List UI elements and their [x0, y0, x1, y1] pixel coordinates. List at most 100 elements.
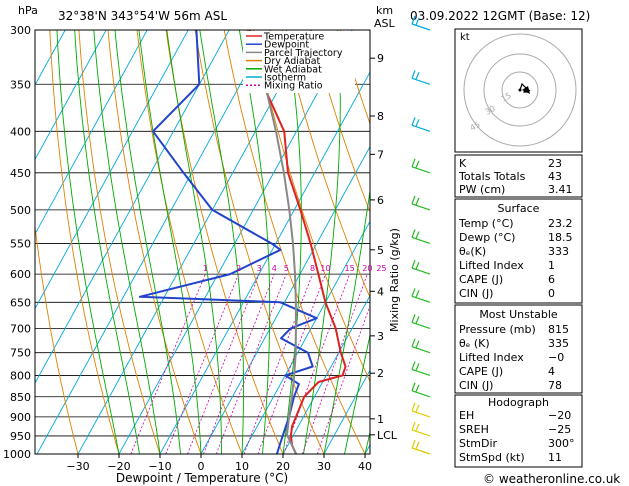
wind-barb-flag-300: [411, 15, 416, 25]
wind-barb-600: [411, 259, 431, 275]
surface-3-value: 1: [548, 259, 555, 272]
unstable-1-label: θₑ (K): [459, 337, 490, 350]
wind-barb-1000: [411, 439, 431, 455]
isotherm-30: [323, 369, 370, 454]
isotherm-0: [200, 145, 370, 454]
hodograph-unit: kt: [460, 32, 470, 43]
unstable-0-label: Pressure (mb): [459, 323, 536, 336]
wind-barb-flag-400: [411, 117, 416, 126]
mixing-ratio-label-10: 10: [320, 264, 330, 273]
wind-barb-flag-700: [411, 314, 416, 323]
dry-adiabat-40: [223, 30, 366, 454]
pressure-tick-label-550: 550: [10, 237, 31, 250]
wind-barb-staff-450: [411, 166, 431, 174]
wind-barb-staff-650: [411, 295, 431, 303]
pressure-tick-label-600: 600: [10, 268, 31, 281]
hodo-1-value: −25: [548, 423, 571, 436]
wind-barb-staff-900: [411, 410, 431, 418]
hodo-3-label: StmSpd (kt): [459, 451, 525, 464]
wind-barb-flag-550: [411, 229, 416, 238]
dry-adiabat-10: [136, 30, 243, 454]
wind-barb-flag2-1000: [415, 441, 420, 450]
wind-barb-staff-850: [411, 390, 431, 398]
legend-label-4: Wet Adiabat: [264, 64, 322, 75]
hodograph-table-title: Hodograph: [488, 396, 549, 409]
legend-label-3: Dry Adiabat: [264, 56, 321, 67]
hodo-2-label: StmDir: [459, 437, 498, 450]
index-0-value: 23: [548, 157, 562, 170]
wet-adiabat-40: [364, 430, 370, 454]
wind-barb-staff-350: [411, 77, 431, 85]
surface-box: [454, 198, 583, 304]
isotherm--50: [35, 30, 230, 385]
wind-barb-750: [411, 338, 431, 354]
wind-barb-900: [411, 402, 431, 418]
km-tick-label-5: 5: [377, 244, 384, 257]
wind-barb-flag-1000: [411, 439, 416, 449]
legend-label-2: Parcel Trajectory: [264, 48, 343, 59]
isotherm--80: [35, 30, 107, 161]
hodograph-ring-15: [501, 71, 539, 109]
wind-barb-flag-600: [411, 259, 416, 269]
hodo-0-value: −20: [548, 409, 571, 422]
temp-tick-label-30: 30: [317, 460, 331, 473]
isotherm--20: [118, 30, 353, 454]
axes: 1 2 3 4 5 8 10 15 20 2530035040045050055060065070…: [3, 24, 398, 473]
unstable-box: [454, 304, 583, 394]
surface-5-label: CIN (J): [459, 287, 493, 300]
surface-3-label: Lifted Index: [459, 259, 524, 272]
wet-adiabat-20: [282, 30, 302, 454]
profile-parcel-trajectory: [246, 30, 298, 454]
mixing-ratio-label-8: 8: [310, 264, 315, 273]
wind-barb-flag-850: [411, 382, 416, 391]
asl-label: ASL: [374, 17, 396, 30]
datetime-label: 03.09.2022 12GMT (Base: 12): [410, 9, 590, 23]
pressure-tick-label-850: 850: [10, 391, 31, 404]
hodograph-ring-30: [483, 53, 557, 127]
mixing-ratio-label-3: 3: [257, 264, 262, 273]
surface-0-label: Temp (°C): [458, 217, 514, 230]
km-tick-label-9: 9: [377, 52, 384, 65]
temp-tick-label-0: 0: [198, 460, 205, 473]
hodograph-ring-45: [463, 33, 577, 147]
km-tick-label-3: 3: [377, 330, 384, 343]
unstable-2-label: Lifted Index: [459, 351, 524, 364]
x-axis-title: Dewpoint / Temperature (°C): [116, 471, 288, 485]
wind-barb-staff-800: [411, 368, 431, 376]
km-tick-label-6: 6: [377, 194, 384, 207]
mixing-ratio-line-10: [257, 273, 326, 454]
wind-barb-300: [411, 15, 431, 31]
unstable-4-label: CIN (J): [459, 379, 493, 392]
temp-tick-label-40: 40: [358, 460, 372, 473]
wind-barb-flag-750: [411, 338, 416, 347]
wet-adiabat--15: [74, 30, 140, 454]
wind-barb-850: [411, 382, 431, 398]
wind-barb-flag-500: [411, 195, 416, 205]
wind-barb-700: [411, 314, 431, 329]
indices-tables: K 23 Totals Totals 43 PW (cm) 3.41 Surface Temp…: [454, 154, 583, 468]
wind-barb-450: [411, 158, 431, 174]
unstable-4-value: 78: [548, 379, 562, 392]
dry-adiabat-50: [252, 30, 370, 383]
mixing-ratio-label-1: 1: [203, 264, 208, 273]
profile-temperature: [248, 30, 347, 454]
surface-5-value: 0: [548, 287, 555, 300]
hodo-1-label: SREH: [459, 423, 489, 436]
mixing-ratio-label-5: 5: [284, 264, 289, 273]
wind-barb-flag2-700: [415, 316, 420, 324]
wet-adiabat--5: [114, 30, 181, 454]
wind-barb-950: [411, 421, 431, 437]
pressure-tick-label-950: 950: [10, 430, 31, 443]
surface-1-value: 18.5: [548, 231, 573, 244]
wind-barb-staff-550: [411, 236, 431, 245]
mixing-ratio-axis-title: Mixing Ratio (g/kg): [388, 228, 401, 332]
wind-barb-flag-650: [411, 288, 416, 297]
wet-adiabat-35: [344, 333, 370, 454]
plot-frame: [34, 29, 371, 455]
plot-profiles: [138, 30, 347, 454]
wind-barb-flag2-500: [415, 197, 420, 206]
wind-barb-flag-950: [411, 421, 416, 431]
temp-tick-label--30: −30: [66, 460, 89, 473]
hodo-2-value: 300°: [548, 437, 575, 450]
wet-adiabat-10: [199, 30, 244, 454]
